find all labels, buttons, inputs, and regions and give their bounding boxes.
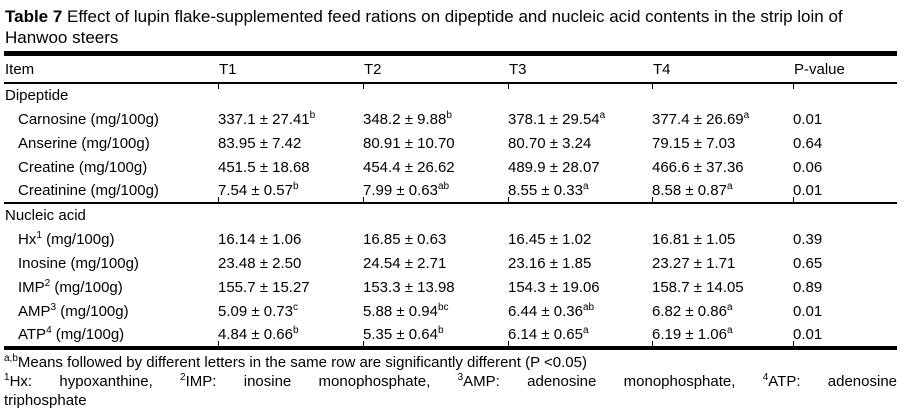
value-cell: 6.14 ± 0.65a xyxy=(508,323,652,348)
value-cell: 348.2 ± 9.88b xyxy=(363,109,452,128)
table-row-anserine: Anserine (mg/100g) 83.95 ± 7.42 80.91 ± 10… xyxy=(4,131,897,155)
value-cell: 154.3 ± 19.06 xyxy=(508,278,600,296)
column-header-item: Item xyxy=(4,56,218,84)
table-row-inosine: Inosine (mg/100g) 23.48 ± 2.50 24.54 ± 2.7… xyxy=(4,251,897,275)
p-value-cell: 0.01 xyxy=(793,302,823,320)
column-header-t3: T3 xyxy=(508,56,652,89)
table-body: Dipeptide Carnosine (mg/100g) 337.1 ± 27.4… xyxy=(4,83,897,348)
row-item-label: Inosine (mg/100g) xyxy=(18,254,139,272)
caption-rule xyxy=(4,51,897,56)
value-cell: 16.14 ± 1.06 xyxy=(218,230,302,248)
value-cell: 5.35 ± 0.64b xyxy=(363,323,508,348)
value-cell: 4.84 ± 0.66b xyxy=(218,323,363,348)
value-cell: 8.58 ± 0.87a xyxy=(652,179,793,204)
table-row-imp-2: IMP2 (mg/100g) 155.7 ± 15.27 153.3 ± 13.98… xyxy=(4,275,897,299)
value-cell: 6.44 ± 0.36ab xyxy=(508,301,595,320)
column-header-p-value: P-value xyxy=(793,56,897,89)
p-value-cell: 0.65 xyxy=(793,254,823,272)
row-item-label: Hx1 (mg/100g) xyxy=(18,229,115,248)
table-row-carnosine: Carnosine (mg/100g) 337.1 ± 27.41b 348.2 ±… xyxy=(4,107,897,131)
value-cell: 83.95 ± 7.42 xyxy=(218,134,302,152)
value-cell: 377.4 ± 26.69a xyxy=(652,109,750,128)
column-header-t4: T4 xyxy=(652,56,793,89)
table-row-atp-4: ATP4 (mg/100g) 4.84 ± 0.66b 5.35 ± 0.64b 6.… xyxy=(4,323,897,348)
value-cell: 7.99 ± 0.63ab xyxy=(363,179,508,204)
value-cell: 489.9 ± 28.07 xyxy=(508,158,600,176)
table-row-hx-1: Hx1 (mg/100g) 16.14 ± 1.06 16.85 ± 0.63 16.… xyxy=(4,227,897,251)
table-row-amp-3: AMP3 (mg/100g) 5.09 ± 0.73c 5.88 ± 0.94bc 6… xyxy=(4,299,897,323)
value-cell: 16.85 ± 0.63 xyxy=(363,230,447,248)
row-item-label: IMP2 (mg/100g) xyxy=(18,277,123,296)
value-cell: 7.54 ± 0.57b xyxy=(218,179,363,204)
value-cell: 158.7 ± 14.05 xyxy=(652,278,744,296)
section-label: Nucleic acid xyxy=(5,207,86,224)
value-cell: 24.54 ± 2.71 xyxy=(363,254,447,272)
p-value-cell: 0.01 xyxy=(793,110,823,128)
value-cell: 5.09 ± 0.73c xyxy=(218,301,298,320)
value-cell: 378.1 ± 29.54a xyxy=(508,109,606,128)
value-cell: 6.19 ± 1.06a xyxy=(652,323,793,348)
table-footnotes: a,bMeans followed by different letters i… xyxy=(4,353,897,410)
table-number: Table 7 xyxy=(5,7,63,26)
value-cell: 153.3 ± 13.98 xyxy=(363,278,455,296)
p-value-cell: 0.01 xyxy=(793,179,897,204)
p-value-cell: 0.89 xyxy=(793,278,823,296)
table-row-creatinine: Creatinine (mg/100g) 7.54 ± 0.57b 7.99 ± 0… xyxy=(4,179,897,204)
section-label: Dipeptide xyxy=(5,87,69,104)
footnote-1: a,bMeans followed by different letters i… xyxy=(4,353,587,372)
p-value-cell: 0.39 xyxy=(793,230,823,248)
row-item-label: Creatine (mg/100g) xyxy=(18,158,148,176)
table-row-creatine: Creatine (mg/100g) 451.5 ± 18.68 454.4 ± 2… xyxy=(4,155,897,179)
value-cell: 80.70 ± 3.24 xyxy=(508,134,592,152)
value-cell: 23.16 ± 1.85 xyxy=(508,254,592,272)
value-cell: 23.27 ± 1.71 xyxy=(652,254,736,272)
header-row: Item T1 T2 T3 T4 P-value xyxy=(4,56,897,89)
section-row-dipeptide: Dipeptide xyxy=(4,83,897,107)
value-cell: 16.81 ± 1.05 xyxy=(652,230,736,248)
value-cell: 8.55 ± 0.33a xyxy=(508,179,652,204)
value-cell: 451.5 ± 18.68 xyxy=(218,158,310,176)
value-cell: 466.6 ± 37.36 xyxy=(652,158,744,176)
value-cell: 454.4 ± 26.62 xyxy=(363,158,455,176)
column-header-t2: T2 xyxy=(363,56,508,89)
value-cell: 337.1 ± 27.41b xyxy=(218,109,316,128)
p-value-cell: 0.01 xyxy=(793,323,897,348)
value-cell: 6.82 ± 0.86a xyxy=(652,301,733,320)
value-cell: 23.48 ± 2.50 xyxy=(218,254,302,272)
row-item-label: Anserine (mg/100g) xyxy=(18,134,150,152)
value-cell: 155.7 ± 15.27 xyxy=(218,278,310,296)
table-caption-text: Effect of lupin flake-supplemented feed … xyxy=(5,7,843,47)
value-cell: 16.45 ± 1.02 xyxy=(508,230,592,248)
value-cell: 5.88 ± 0.94bc xyxy=(363,301,449,320)
value-cell: 79.15 ± 7.03 xyxy=(652,134,736,152)
row-item-label: Carnosine (mg/100g) xyxy=(18,110,159,128)
section-row-nucleic-acid: Nucleic acid xyxy=(4,203,897,227)
column-header-t1: T1 xyxy=(218,56,363,89)
footnote-2: 1Hx: hypoxanthine, 2IMP: inosine monopho… xyxy=(4,372,898,410)
p-value-cell: 0.06 xyxy=(793,158,823,176)
data-table: Item T1 T2 T3 T4 P-value Dipeptide Carnosine (… xyxy=(4,56,897,350)
p-value-cell: 0.64 xyxy=(793,134,823,152)
row-item-label: AMP3 (mg/100g) xyxy=(18,301,129,320)
table-header: Item T1 T2 T3 T4 P-value xyxy=(4,56,897,89)
value-cell: 80.91 ± 10.70 xyxy=(363,134,455,152)
row-item-label: ATP4 (mg/100g) xyxy=(18,325,125,344)
row-item-label: Creatinine (mg/100g) xyxy=(4,179,218,204)
table-caption: Table 7 Effect of lupin flake-supplement… xyxy=(5,6,897,48)
